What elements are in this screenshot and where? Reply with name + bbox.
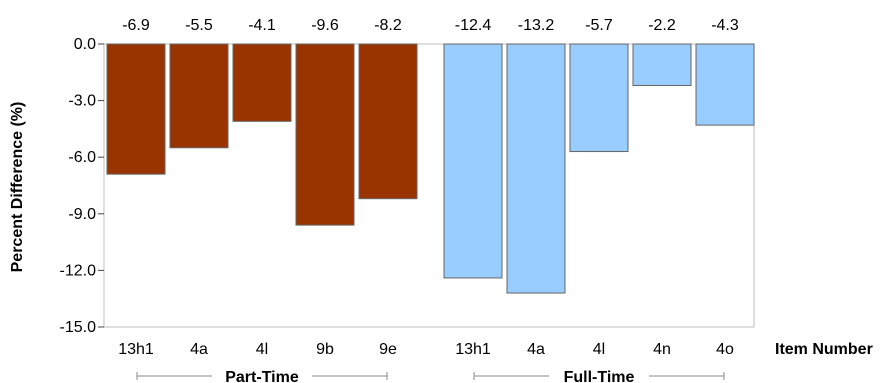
y-tick-label: -6.0 — [68, 149, 96, 166]
data-label: -6.9 — [122, 17, 150, 34]
bar — [106, 43, 166, 175]
category-label: 4l — [593, 341, 605, 358]
data-label: -8.2 — [374, 17, 402, 34]
group-label: Part-Time — [225, 369, 299, 383]
bar — [169, 43, 229, 149]
category-label: 13h1 — [455, 341, 491, 358]
plot-frame — [103, 43, 755, 328]
bar — [443, 43, 503, 279]
category-label: 13h1 — [118, 341, 154, 358]
data-label: -4.3 — [711, 17, 739, 34]
data-label: -13.2 — [518, 17, 555, 34]
bar — [569, 43, 629, 153]
y-tick-label: -3.0 — [68, 93, 96, 110]
bar — [358, 43, 418, 200]
y-tick-label: -12.0 — [60, 262, 97, 279]
data-label: -2.2 — [648, 17, 676, 34]
data-label: -5.5 — [185, 17, 213, 34]
bar — [295, 43, 355, 226]
y-axis-title: Percent Difference (%) — [9, 102, 26, 273]
plot-area: 0.0 -3.0 -6.0 -9.0 -12.0 -15.0 -6.9 13h1 -5.5 4a -… — [60, 17, 755, 383]
data-label: -12.4 — [455, 17, 492, 34]
category-label: 4n — [653, 341, 671, 358]
y-tick-label: -9.0 — [68, 206, 96, 223]
category-label: 4a — [190, 341, 208, 358]
group-label: Full-Time — [564, 369, 635, 383]
y-tick-label: 0.0 — [74, 36, 96, 53]
category-label: 9b — [316, 341, 334, 358]
bar — [695, 43, 755, 126]
bar — [506, 43, 566, 294]
bar — [632, 43, 692, 87]
category-label: 4a — [527, 341, 545, 358]
data-label: -4.1 — [248, 17, 276, 34]
bar — [232, 43, 292, 122]
x-axis-title: Item Number — [775, 341, 873, 358]
category-label: 9e — [379, 341, 397, 358]
category-label: 4o — [716, 341, 734, 358]
category-label: 4l — [256, 341, 268, 358]
data-label: -9.6 — [311, 17, 339, 34]
data-label: -5.7 — [585, 17, 613, 34]
y-tick-label: -15.0 — [60, 319, 97, 336]
